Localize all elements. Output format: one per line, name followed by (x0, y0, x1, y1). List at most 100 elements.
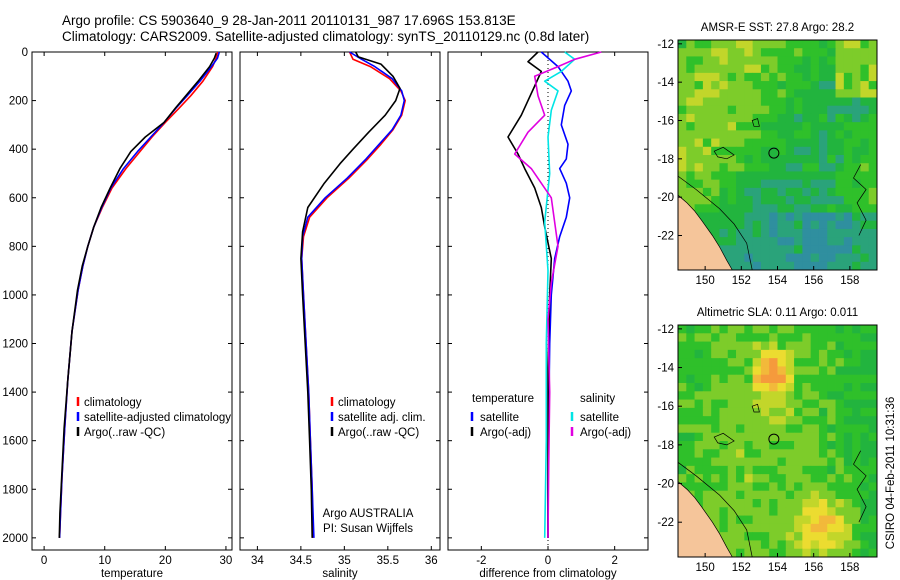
amsre_sst-cell (810, 40, 820, 49)
amsre_sst-cell (752, 204, 762, 213)
altimetric_sla-cell (736, 432, 745, 442)
temperature-legend-label: satellite-adjusted climatology (84, 412, 231, 424)
difference-legend-label: satellite (580, 412, 619, 424)
amsre_sst-cell (785, 138, 795, 148)
altimetric_sla-cell (752, 391, 762, 400)
altimetric_sla-cell (852, 374, 861, 384)
amsre_sst-cell (777, 228, 787, 238)
amsre_sst-cell (785, 261, 795, 271)
altimetric_sla-cell (852, 407, 861, 417)
amsre_sst-cell (736, 72, 745, 82)
altimetric_sla-cell (818, 465, 828, 475)
amsre_sst-cell (686, 196, 695, 205)
altimetric_sla-cell (736, 548, 745, 558)
altimetric_sla-cell (835, 474, 845, 483)
amsre_sst-cell (785, 97, 795, 107)
altimetric_sla-cell (727, 424, 737, 434)
difference-legend-heading: salinity (580, 393, 615, 405)
altimetric_sla-cell (702, 399, 712, 409)
amsre_sst-cell (686, 171, 695, 181)
altimetric_sla-cell (818, 474, 828, 483)
altimetric_sla-cell (727, 358, 737, 367)
altimetric_sla-cell (785, 399, 795, 409)
altimetric_sla-cell (785, 548, 795, 558)
altimetric_sla-cell (794, 490, 803, 500)
altimetric_sla-cell (719, 449, 729, 458)
altimetric_sla-cell (810, 499, 820, 508)
amsre_sst-cell (835, 179, 845, 189)
altimetric_sla-cell (694, 457, 704, 467)
altimetric_sla-cell (794, 507, 803, 516)
amsre_sst-reef-outline (751, 118, 760, 127)
altimetric_sla-cell (802, 399, 812, 409)
amsre_sst-cell (702, 40, 712, 49)
amsre_sst-cell (744, 237, 754, 246)
amsre_sst-cell (802, 237, 812, 246)
amsre_sst-cell (868, 245, 878, 254)
altimetric_sla-cell (727, 499, 737, 508)
altimetric_sla-cell (785, 515, 795, 525)
altimetric_sla-cell (769, 325, 778, 334)
amsre_sst-cell (752, 171, 762, 181)
altimetric_sla-cell (752, 383, 762, 392)
altimetric_sla-cell (769, 465, 778, 475)
amsre_sst-cell (727, 204, 737, 213)
amsre_sst-cell (802, 97, 812, 107)
altimetric_sla-cell (752, 333, 762, 342)
amsre_sst-cell (736, 196, 745, 205)
amsre_sst-cell (777, 204, 787, 213)
amsre_sst-cell (727, 81, 737, 90)
altimetric_sla-cell (785, 391, 795, 400)
amsre_sst-cell (727, 220, 737, 230)
temperature-ytick-label: 1800 (2, 484, 28, 496)
amsre_sst-cell (802, 56, 812, 66)
altimetric_sla-cell (678, 358, 687, 367)
altimetric_sla-cell (794, 325, 803, 334)
amsre_sst-cell (868, 40, 878, 49)
amsre_sst-cell (727, 56, 737, 66)
amsre_sst-cell (785, 245, 795, 254)
altimetric_sla-cell (802, 449, 812, 458)
altimetric_sla-cell (711, 325, 720, 334)
altimetric_sla-cell (719, 532, 729, 541)
amsre_sst-cell (719, 245, 729, 254)
amsre_sst-cell (769, 155, 778, 164)
altimetric_sla-cell (744, 432, 754, 442)
amsre_sst-cell (843, 187, 853, 197)
amsre_sst-cell (843, 56, 853, 66)
altimetric_sla-cell (843, 441, 853, 450)
amsre_sst-cell (769, 89, 778, 98)
amsre_sst-cell (852, 130, 861, 139)
amsre_sst-cell (860, 72, 870, 82)
altimetric_sla-cell (752, 507, 762, 516)
altimetric_sla-cell (868, 482, 878, 492)
altimetric_sla-cell (760, 457, 770, 467)
amsre_sst-cell (711, 196, 720, 205)
amsre_sst-cell (794, 245, 803, 254)
altimetric_sla-cell (818, 383, 828, 392)
altimetric_sla-cell (827, 341, 836, 351)
amsre_sst-cell (785, 187, 795, 197)
amsre_sst-cell (760, 97, 770, 107)
amsre_sst-cell (777, 56, 787, 66)
temperature-ytick-label: 200 (9, 96, 28, 108)
temperature-ytick-label: 1000 (2, 290, 28, 302)
amsre_sst-cell (827, 138, 836, 148)
altimetric_sla-cell (727, 515, 737, 525)
altimetric_sla-cell (760, 416, 770, 425)
amsre_sst-cell (760, 245, 770, 254)
altimetric_sla-cell (727, 416, 737, 425)
amsre_sst-cell (802, 163, 812, 172)
amsre_sst-cell (802, 81, 812, 90)
amsre_sst-cell (752, 245, 762, 254)
amsre_sst-cell (702, 130, 712, 139)
amsre_sst-cell (702, 204, 712, 213)
altimetric_sla-cell (711, 507, 720, 516)
amsre_sst-cell (827, 113, 836, 123)
altimetric_sla-cell (744, 523, 754, 533)
amsre_sst-cell (727, 171, 737, 181)
amsre_sst-cell (835, 89, 845, 98)
altimetric_sla-cell (868, 548, 878, 558)
amsre_sst-cell (752, 179, 762, 189)
